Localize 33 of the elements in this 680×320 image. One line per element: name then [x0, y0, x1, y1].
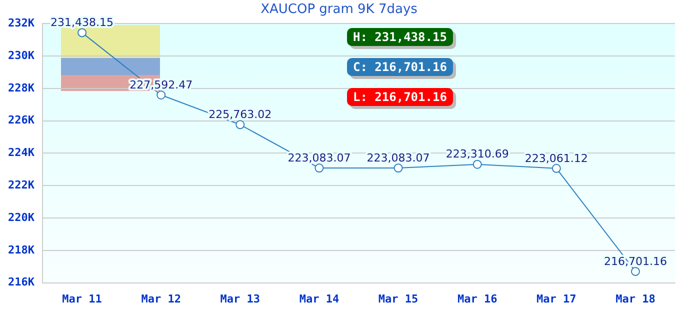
x-tick-label: Mar 16 [457, 292, 498, 306]
point [314, 164, 324, 173]
y-tick-label: 230K [8, 48, 35, 62]
x-tick-label: Mar 15 [378, 292, 418, 306]
data-label: 231,438.15 [50, 16, 114, 30]
data-label: 223,083.07 [366, 151, 430, 164]
data-label: 223,061.12 [524, 152, 588, 165]
annotation: L: 216,701.16 [347, 88, 453, 106]
annotation: C: 216,701.16 [347, 58, 453, 76]
point [630, 266, 640, 276]
x-tick-label: Mar 14 [299, 292, 340, 306]
point [472, 160, 482, 169]
annotation: H: 231,438.15 [347, 28, 453, 46]
y-tick-label: 224K [8, 146, 35, 160]
x-tick-label: Mar 17 [536, 292, 576, 306]
y-tick-label: 216K [8, 276, 35, 289]
x-tick-label: Mar 18 [616, 292, 656, 306]
y-tick-label: 220K [8, 210, 35, 224]
point [394, 164, 403, 173]
point [78, 28, 87, 38]
data-label: 223,310.69 [446, 148, 509, 161]
point [156, 90, 166, 100]
y-tick-label: 226K [8, 114, 35, 127]
y-tick-label: 228K [8, 81, 35, 94]
y-tick-label: 218K [8, 243, 35, 256]
x-tick-label: Mar 12 [141, 292, 181, 306]
x-tick-label: Mar 13 [220, 292, 260, 306]
point [552, 164, 561, 173]
point [236, 120, 245, 130]
x-tick-label: Mar 11 [62, 292, 102, 306]
y-tick-label: 232K [8, 16, 35, 30]
chart-title: XAUCOP gram 9K 7days [260, 2, 418, 18]
y-tick-label: 222K [8, 178, 35, 192]
